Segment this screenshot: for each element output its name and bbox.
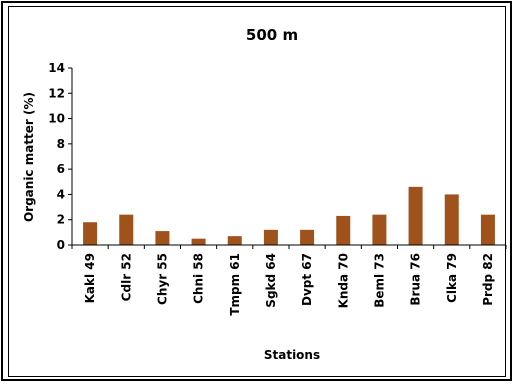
- chart-title: 500 m: [246, 26, 298, 44]
- bar: [263, 229, 278, 245]
- y-tick-label: 0: [57, 238, 65, 252]
- chart-frame: [8, 6, 506, 377]
- y-axis: 0 2 4 6 8 10 12 14: [48, 61, 73, 252]
- bar: [191, 238, 206, 245]
- x-tick-label: Sgkd 64: [264, 253, 278, 308]
- bar: [155, 231, 170, 245]
- bar: [408, 186, 423, 245]
- bar: [119, 214, 134, 245]
- y-axis-label: Organic matter (%): [22, 92, 36, 222]
- x-tick-label: Kakl 49: [83, 253, 97, 303]
- bar: [300, 229, 315, 245]
- bar: [480, 214, 495, 245]
- y-tick-label: 4: [57, 187, 65, 201]
- x-tick-label: Prdp 82: [481, 253, 495, 306]
- x-tick-label: Chyr 55: [155, 253, 169, 305]
- x-tick-label: Beml 73: [372, 253, 386, 308]
- bar: [336, 215, 351, 245]
- bar: [372, 214, 387, 245]
- bar: [227, 236, 242, 245]
- bar: [83, 222, 98, 245]
- y-tick-label: 6: [57, 162, 65, 176]
- y-tick-label: 10: [48, 112, 65, 126]
- x-axis: Kakl 49 Cdlr 52 Chyr 55 Chni 58 Tmpm 61 Sgkd …: [71, 244, 507, 316]
- x-tick-label: Chni 58: [192, 253, 206, 304]
- x-tick-label: Knda 70: [336, 253, 350, 308]
- outer-frame: [1, 1, 512, 381]
- x-tick-label: Dvpt 67: [300, 253, 314, 306]
- bar: [444, 194, 459, 245]
- y-tick-label: 8: [57, 137, 65, 151]
- x-axis-label: Stations: [264, 348, 320, 362]
- x-tick-label: Clka 79: [445, 253, 459, 303]
- y-tick-label: 12: [48, 86, 65, 100]
- x-tick-label: Brua 76: [409, 253, 423, 306]
- y-tick-label: 2: [57, 213, 65, 227]
- bars-group: [83, 186, 495, 245]
- x-tick-label: Tmpm 61: [228, 253, 242, 316]
- y-tick-label: 14: [48, 61, 65, 75]
- x-tick-label: Cdlr 52: [119, 253, 133, 301]
